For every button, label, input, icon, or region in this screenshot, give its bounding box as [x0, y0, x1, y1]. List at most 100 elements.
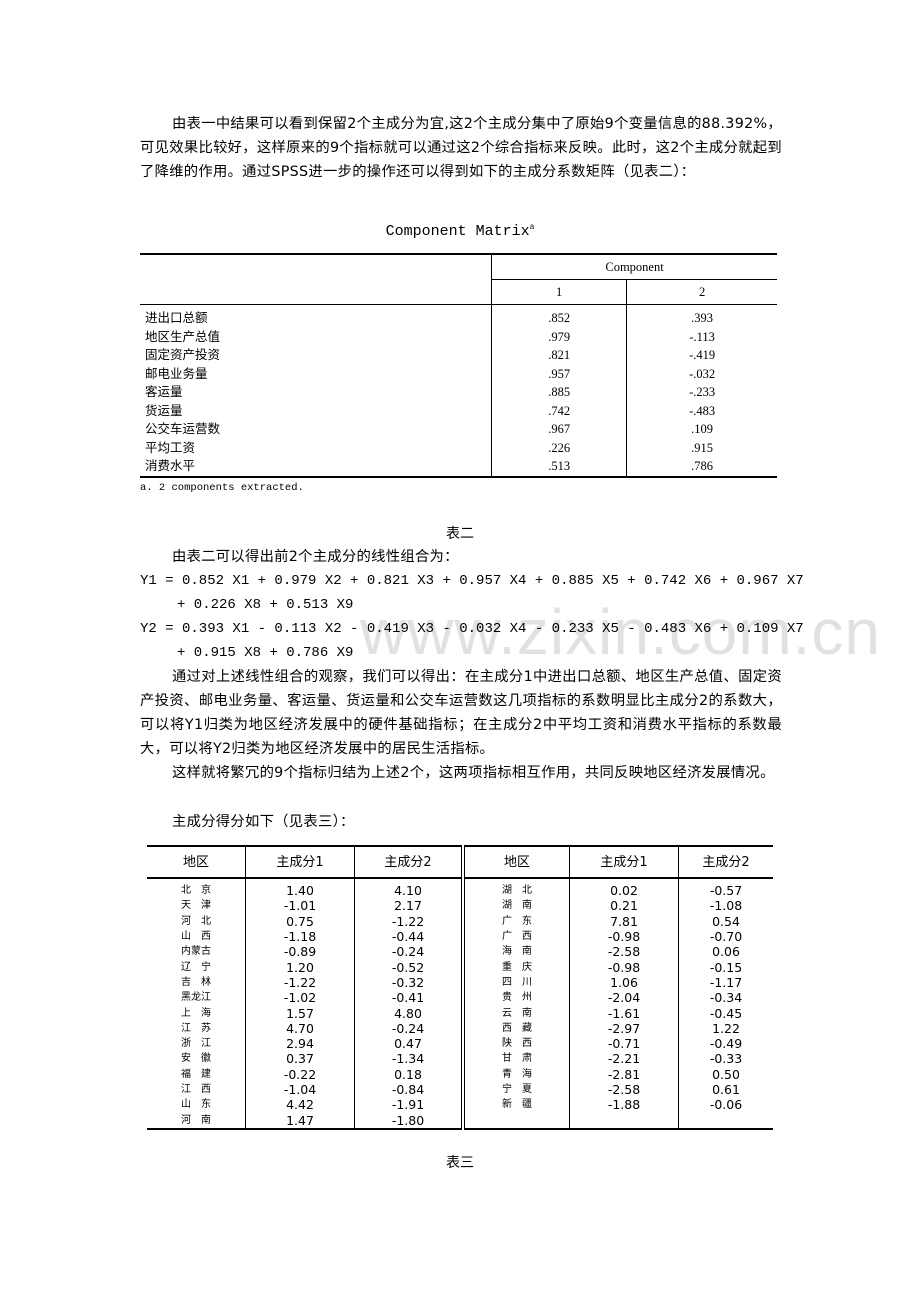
score-value — [569, 1112, 679, 1129]
region-name: 四 川 — [463, 974, 570, 991]
score-value: 4.70 — [245, 1020, 355, 1036]
score-value: -2.97 — [569, 1020, 679, 1036]
score-value: 4.42 — [245, 1097, 355, 1113]
score-value: -2.58 — [569, 1081, 679, 1098]
score-value: -0.24 — [354, 1020, 465, 1036]
region-name: 西 藏 — [463, 1020, 570, 1036]
paragraph-linear: 由表二可以得出前2个主成分的线性组合为： — [172, 549, 459, 565]
region-name: 重 庆 — [463, 959, 570, 975]
region-name — [463, 1112, 570, 1129]
region-name: 贵 州 — [463, 990, 570, 1006]
t3-header: 主成分1 — [569, 846, 679, 878]
row-value: .742 — [491, 401, 628, 420]
table1-footnote: a. 2 components extracted. — [140, 482, 304, 494]
score-value: -1.02 — [245, 990, 355, 1006]
row-value: .852 — [491, 304, 628, 328]
row-label: 客运量 — [140, 383, 493, 402]
score-value: -0.70 — [709, 929, 743, 945]
score-value: -0.84 — [354, 1081, 465, 1098]
table1-row: 客运量 .885 -.233 — [140, 383, 777, 402]
score-value: 1.20 — [245, 959, 355, 975]
score-value: -1.61 — [569, 1005, 679, 1021]
score-value: 0.47 — [354, 1035, 465, 1052]
row-value: .979 — [491, 327, 628, 346]
region-name: 江 西 — [147, 1081, 246, 1098]
score-value: -0.71 — [569, 1035, 679, 1052]
score-value: -1.80 — [354, 1112, 465, 1129]
row-label: 固定资产投资 — [140, 346, 493, 365]
paragraph-summary: 这样就将繁冗的9个指标归结为上述2个，这两项指标相互作用，共同反映地区经济发展情… — [172, 765, 775, 781]
t3-header: 地区 — [463, 846, 570, 878]
region-name: 天 津 — [147, 898, 246, 914]
table3-row: 江 苏 4.70 -0.24 西 藏 -2.97 1.22 — [147, 1020, 773, 1036]
score-value: 0.06 — [712, 944, 740, 960]
region-name: 上 海 — [147, 1005, 246, 1021]
row-value: -.032 — [689, 366, 716, 381]
equation-y1-cont: + 0.226 X8 + 0.513 X9 — [177, 597, 354, 613]
score-value: -1.17 — [709, 974, 743, 990]
score-value: -2.04 — [569, 990, 679, 1006]
table1-title: Component Matrixa — [0, 223, 920, 240]
row-value: -.419 — [689, 348, 716, 363]
table3-row: 河 北 0.75 -1.22 广 东 7.81 0.54 — [147, 913, 773, 929]
region-name: 新 疆 — [463, 1097, 570, 1113]
score-value: -1.34 — [354, 1051, 465, 1067]
region-name: 福 建 — [147, 1066, 246, 1082]
score-value: 0.21 — [569, 898, 679, 914]
t3-header: 主成分2 — [702, 854, 750, 870]
score-value: 4.80 — [354, 1005, 465, 1021]
table3-row: 内蒙古 -0.89 -0.24 海 南 -2.58 0.06 — [147, 944, 773, 960]
row-value: .513 — [491, 457, 628, 477]
region-name: 北 京 — [147, 878, 246, 899]
score-value: -0.49 — [709, 1036, 743, 1052]
region-name: 海 南 — [463, 944, 570, 960]
score-value: -0.15 — [709, 959, 743, 975]
table2-caption: 表二 — [446, 526, 474, 542]
row-value: -.113 — [689, 329, 715, 344]
score-value: 0.18 — [354, 1066, 465, 1082]
row-label: 货运量 — [140, 401, 493, 420]
table1-col-header: 1 — [491, 279, 628, 305]
row-label: 地区生产总值 — [140, 327, 493, 346]
row-value: .957 — [491, 364, 628, 383]
score-value — [679, 1112, 774, 1128]
score-value: -1.22 — [245, 974, 355, 991]
score-value: -0.98 — [569, 928, 679, 945]
score-value: -0.33 — [709, 1051, 743, 1067]
component-matrix-table: Component 1 2 进出口总额 .852 .393 地区生产总值 .979 -.1… — [140, 253, 777, 478]
score-value: 1.47 — [245, 1112, 355, 1129]
row-label: 公交车运营数 — [140, 420, 493, 439]
row-value: -.233 — [689, 385, 716, 400]
region-name: 宁 夏 — [463, 1081, 570, 1098]
score-value: -0.89 — [245, 944, 355, 960]
table1-row: 平均工资 .226 .915 — [140, 438, 777, 457]
region-name: 广 东 — [463, 913, 570, 929]
score-value: -2.58 — [569, 944, 679, 960]
row-value: .967 — [491, 420, 628, 439]
score-value: -1.08 — [709, 898, 743, 914]
row-value: .786 — [691, 459, 714, 474]
score-value: -0.24 — [354, 944, 465, 960]
row-label: 消费水平 — [140, 457, 493, 477]
score-value: -1.88 — [569, 1097, 679, 1113]
table1-row: 地区生产总值 .979 -.113 — [140, 327, 777, 346]
score-value: -0.32 — [354, 974, 465, 991]
table3-row: 福 建 -0.22 0.18 青 海 -2.81 0.50 — [147, 1066, 773, 1082]
table1-row: 货运量 .742 -.483 — [140, 401, 777, 420]
table1-row: 公交车运营数 .967 .109 — [140, 420, 777, 439]
score-value: 0.75 — [245, 913, 355, 929]
score-value: 0.61 — [712, 1082, 740, 1097]
equation-y2: Y2 = 0.393 X1 - 0.113 X2 - 0.419 X3 - 0.… — [140, 621, 804, 637]
table1-row: 固定资产投资 .821 -.419 — [140, 346, 777, 365]
region-name: 河 南 — [147, 1112, 246, 1129]
region-name: 湖 南 — [463, 898, 570, 914]
table1-group-header: Component — [491, 254, 777, 280]
region-name: 河 北 — [147, 913, 246, 929]
table1-corner — [140, 254, 493, 305]
score-value: 0.50 — [712, 1066, 740, 1082]
score-value: -1.22 — [354, 913, 465, 929]
table3-row: 河 南 1.47 -1.80 — [147, 1112, 774, 1129]
row-label: 邮电业务量 — [140, 364, 493, 383]
table3-caption: 表三 — [446, 1155, 474, 1171]
